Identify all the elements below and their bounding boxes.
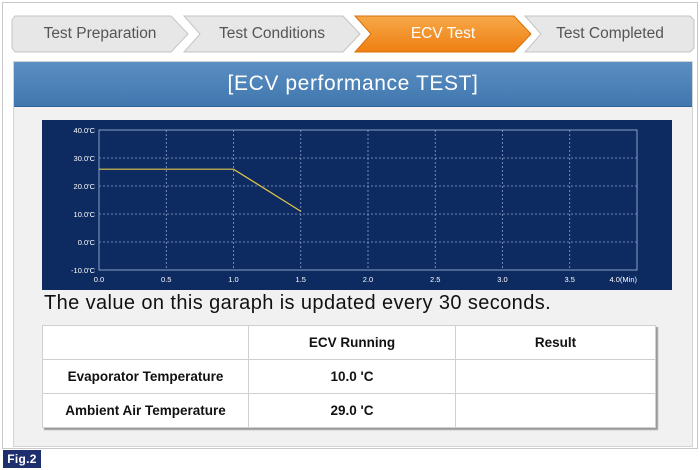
step-shape (354, 15, 532, 53)
result-value (455, 359, 656, 394)
x-tick-label: 2.5 (430, 275, 440, 284)
series-line (99, 168, 302, 212)
table-row: Ambient Air Temperature 29.0 'C (42, 393, 656, 428)
x-tick-label: 0.0 (94, 275, 104, 284)
x-tick-label: 3.5 (565, 275, 575, 284)
step-ecv-test: ECV Test (354, 15, 532, 53)
update-note: The value on this garaph is updated ever… (44, 292, 552, 314)
ecv-running-value: 10.0 'C (248, 359, 456, 394)
app-frame: Test Preparation Test Conditions ECV Tes… (2, 2, 698, 449)
x-tick-label: 4.0(Min) (609, 275, 637, 284)
step-label: ECV Test (410, 25, 476, 42)
figure-label: Fig.2 (3, 450, 41, 468)
step-label: Test Conditions (219, 25, 325, 42)
row-label: Evaporator Temperature (42, 359, 249, 394)
result-value (455, 393, 656, 428)
ecv-running-value: 29.0 'C (248, 393, 456, 428)
step-shape (183, 15, 361, 53)
temperature-chart: 0.0 0.5 1.0 1.5 2.0 2.5 3.0 3.5 4.0(Min) 40.0'C 30… (42, 120, 672, 290)
step-test-preparation: Test Preparation (11, 15, 189, 53)
y-tick-label: 0.0'C (78, 238, 96, 247)
step-label: Test Preparation (43, 25, 157, 42)
step-shape (524, 15, 695, 53)
x-tick-label: 0.5 (161, 275, 171, 284)
x-tick-label: 1.0 (228, 275, 238, 284)
x-tick-label: 1.5 (296, 275, 306, 284)
y-tick-label: 10.0'C (74, 210, 96, 219)
y-tick-label: 30.0'C (74, 154, 96, 163)
result-table: ECV Running Result Evaporator Temperatur… (42, 325, 656, 428)
y-tick-label: 40.0'C (74, 126, 96, 135)
step-test-conditions: Test Conditions (183, 15, 361, 53)
table-header-row: ECV Running Result (42, 325, 656, 360)
ecv-test-panel: [ECV performance TEST] 0.0 0.5 1.0 1.5 2.0 2.… (13, 61, 693, 447)
y-tick-label: 20.0'C (74, 182, 96, 191)
step-shape (11, 15, 189, 53)
table-row: Evaporator Temperature 10.0 'C (42, 359, 656, 394)
row-label: Ambient Air Temperature (42, 393, 249, 428)
step-label: Test Completed (556, 25, 664, 42)
column-header (42, 325, 249, 360)
step-test-completed: Test Completed (524, 15, 696, 53)
column-header: ECV Running (248, 325, 456, 360)
column-header: Result (455, 325, 656, 360)
step-wizard: Test Preparation Test Conditions ECV Tes… (11, 15, 699, 53)
x-tick-label: 3.0 (497, 275, 507, 284)
x-tick-label: 2.0 (363, 275, 373, 284)
panel-title: [ECV performance TEST] (14, 62, 692, 107)
y-tick-label: -10.0'C (71, 266, 96, 275)
chart-background (42, 120, 672, 290)
